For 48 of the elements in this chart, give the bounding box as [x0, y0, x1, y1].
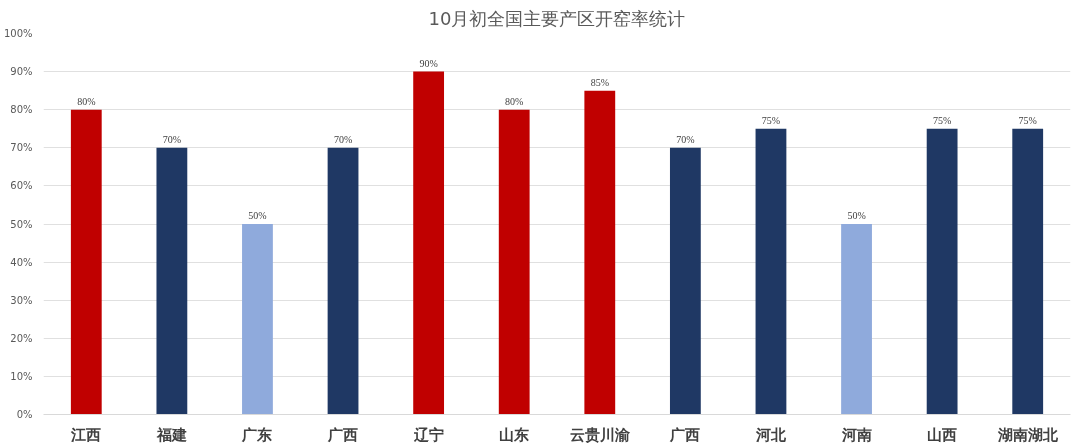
x-tick-label: 广东 — [241, 425, 273, 444]
x-tick-label: 湖南湖北 — [996, 425, 1059, 444]
x-tick-label: 云贵川渝 — [569, 425, 631, 444]
y-tick-label: 50% — [10, 218, 33, 230]
bar — [584, 90, 616, 415]
data-label: 75% — [1018, 114, 1037, 126]
y-tick-label: 40% — [10, 256, 33, 268]
bar — [413, 71, 445, 415]
bar — [841, 224, 872, 415]
data-label: 50% — [248, 210, 267, 221]
bar — [1012, 128, 1044, 415]
chart-title: 10月初全国主要产区开窑率统计 — [428, 7, 686, 29]
x-tick-label: 河南 — [840, 425, 872, 444]
bar — [242, 224, 273, 415]
x-tick-label: 江西 — [70, 425, 102, 444]
x-tick-label: 山西 — [927, 425, 958, 444]
data-label: 85% — [590, 76, 609, 88]
y-tick-label: 100% — [3, 28, 33, 39]
bar — [498, 109, 530, 415]
data-label: 75% — [932, 114, 952, 126]
data-label: 50% — [847, 210, 866, 221]
data-label: 70% — [676, 133, 695, 145]
data-label: 75% — [761, 114, 781, 126]
x-tick-label: 广西 — [669, 425, 701, 444]
y-tick-label: 30% — [10, 294, 33, 306]
y-tick-label: 0% — [16, 409, 33, 420]
y-tick-label: 90% — [10, 66, 33, 78]
bar — [156, 147, 188, 415]
y-tick-label: 60% — [10, 180, 33, 192]
data-label: 80% — [77, 95, 96, 107]
bar — [926, 128, 958, 415]
data-label: 90% — [419, 57, 438, 69]
y-tick-label: 20% — [10, 332, 33, 344]
data-label: 70% — [162, 133, 182, 145]
data-label: 80% — [505, 95, 524, 107]
x-tick-label: 山东 — [499, 425, 530, 444]
bar — [327, 147, 359, 415]
data-label: 70% — [333, 133, 353, 145]
x-tick-label: 福建 — [155, 425, 187, 444]
y-tick-label: 80% — [10, 104, 33, 116]
x-tick-label: 河北 — [754, 425, 787, 444]
bar — [70, 109, 102, 415]
x-tick-label: 辽宁 — [412, 425, 444, 444]
bar — [755, 128, 787, 415]
y-tick-label: 70% — [10, 142, 33, 154]
bar — [669, 147, 701, 415]
y-tick-label: 10% — [10, 370, 33, 382]
x-tick-label: 广西 — [327, 425, 359, 444]
